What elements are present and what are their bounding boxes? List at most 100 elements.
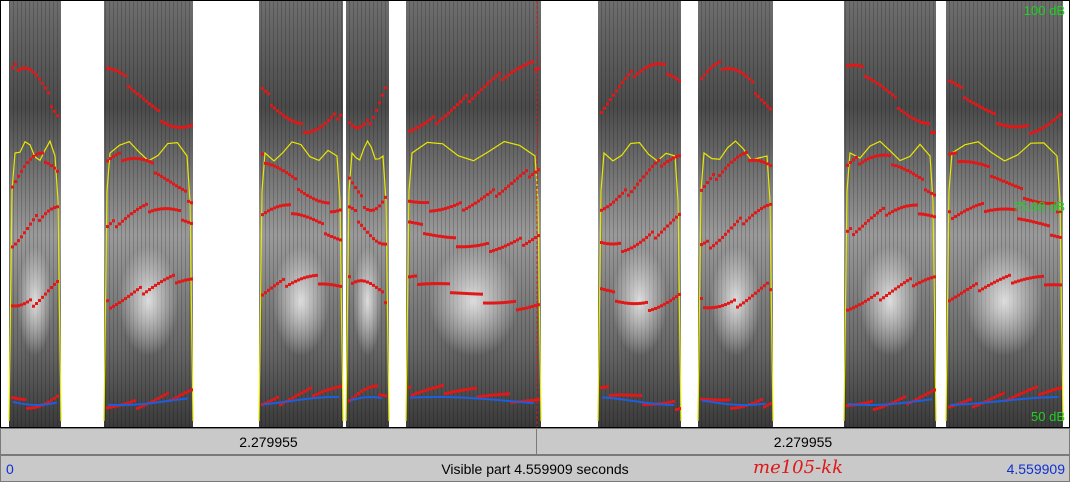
- formant-point: [369, 122, 372, 126]
- formant-point: [924, 188, 927, 192]
- formant-point: [184, 219, 187, 223]
- formant-point: [975, 161, 978, 165]
- formant-point: [846, 163, 849, 167]
- formant-point: [133, 209, 136, 213]
- formant-point: [525, 241, 528, 245]
- formant-point: [369, 234, 372, 238]
- formant-point: [187, 199, 190, 203]
- formant-point: [115, 153, 118, 157]
- formant-point: [924, 278, 927, 282]
- formant-point: [160, 119, 163, 123]
- formant-point: [751, 294, 754, 298]
- status-bar[interactable]: 0 Visible part 4.559909 seconds me105-kk…: [0, 455, 1070, 482]
- formant-point: [291, 119, 294, 123]
- spectrogram-canvas[interactable]: [1, 1, 1069, 427]
- intensity-line: [258, 141, 344, 422]
- formant-point: [56, 205, 59, 209]
- formant-point: [157, 281, 160, 285]
- formant-point: [924, 393, 927, 397]
- formant-point: [963, 209, 966, 213]
- formant-point: [127, 294, 130, 298]
- pitch-line: [107, 397, 189, 406]
- formant-point: [321, 124, 324, 128]
- formant-point: [882, 206, 885, 210]
- formant-point: [600, 386, 603, 390]
- formant-point: [312, 394, 315, 398]
- left-segment[interactable]: 2.279955: [1, 429, 537, 454]
- formant-point: [999, 207, 1002, 211]
- formant-point: [279, 279, 282, 283]
- right-segment[interactable]: 2.279955: [537, 429, 1069, 454]
- formant-point: [1044, 391, 1047, 395]
- formant-point: [495, 74, 498, 78]
- formant-point: [145, 290, 148, 294]
- formant-point: [739, 303, 742, 307]
- formant-point: [1023, 124, 1026, 128]
- formant-point: [618, 194, 621, 198]
- formant-point: [663, 302, 666, 306]
- formant-point: [642, 238, 645, 242]
- formant-point: [1035, 275, 1038, 279]
- formant-point: [715, 305, 718, 309]
- formant-point: [35, 214, 38, 218]
- formant-point: [534, 68, 537, 72]
- formant-point: [166, 178, 169, 182]
- formant-point: [411, 200, 414, 204]
- formant-point: [624, 76, 627, 80]
- formant-point: [879, 298, 882, 302]
- formant-point: [918, 396, 921, 400]
- formant-point: [706, 239, 709, 243]
- formant-point: [954, 151, 957, 155]
- intensity-line: [405, 140, 542, 422]
- formant-point: [1020, 125, 1023, 129]
- formant-point: [44, 86, 47, 90]
- formant-point: [624, 188, 627, 192]
- formant-point: [507, 73, 510, 77]
- formant-point: [432, 386, 435, 390]
- formant-point: [894, 95, 897, 99]
- formant-point: [1038, 200, 1041, 204]
- formant-point: [363, 388, 366, 392]
- formant-point: [264, 161, 267, 165]
- formant-point: [1050, 283, 1053, 287]
- formant-point: [900, 283, 903, 287]
- formant-point: [279, 403, 282, 407]
- formant-point: [324, 282, 327, 286]
- formant-point: [414, 127, 417, 131]
- formant-point: [951, 80, 954, 84]
- formant-point: [531, 398, 534, 402]
- formant-point: [966, 287, 969, 291]
- formant-point: [957, 213, 960, 217]
- formant-point: [276, 165, 279, 169]
- spectrogram-segment: [346, 1, 389, 427]
- formant-point: [996, 207, 999, 211]
- formant-point: [420, 201, 423, 205]
- formant-point: [733, 298, 736, 302]
- formant-point: [1008, 182, 1011, 186]
- formant-point: [363, 227, 366, 231]
- formant-point: [56, 169, 59, 173]
- formant-point: [190, 221, 193, 225]
- selection-bar[interactable]: 2.279955 2.279955: [0, 428, 1070, 455]
- formant-point: [14, 242, 17, 246]
- formant-point: [32, 154, 35, 158]
- formant-point: [960, 291, 963, 295]
- formant-point: [897, 106, 900, 110]
- formant-point: [651, 164, 654, 168]
- formant-point: [44, 212, 47, 216]
- formant-point: [894, 287, 897, 291]
- formant-point: [498, 393, 501, 397]
- formant-point: [444, 114, 447, 118]
- formant-point: [603, 207, 606, 211]
- formant-point: [993, 175, 996, 179]
- formant-point: [706, 397, 709, 401]
- formant-point: [378, 241, 381, 245]
- formant-point: [660, 164, 663, 168]
- formant-point: [666, 224, 669, 228]
- spectrogram-panel[interactable]: 100 dB 75.68 dB 50 dB: [0, 0, 1070, 428]
- formant-point: [757, 159, 760, 163]
- formant-point: [20, 303, 23, 307]
- formant-point: [264, 89, 267, 93]
- formant-point: [261, 152, 264, 156]
- formant-point: [715, 62, 718, 66]
